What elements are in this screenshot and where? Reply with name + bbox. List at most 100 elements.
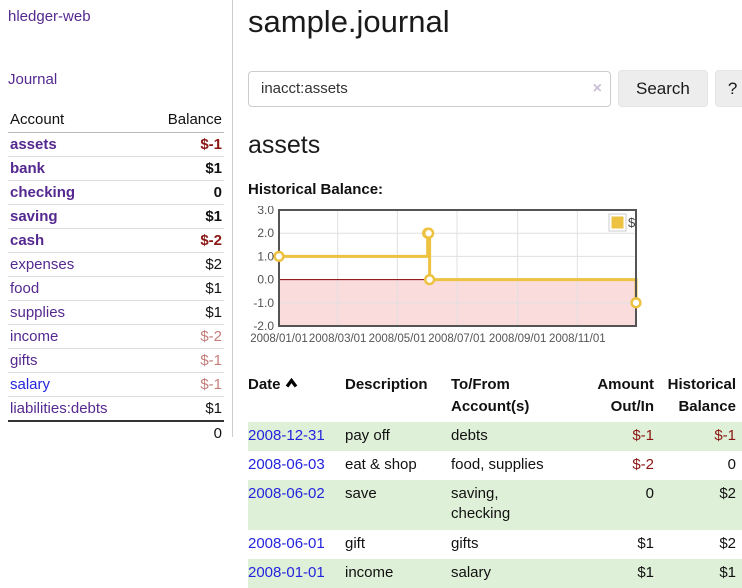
register-row[interactable]: 2008-06-03 eat & shop food, supplies $-2 0: [248, 451, 742, 480]
account-link[interactable]: income: [10, 328, 59, 345]
search-help-button[interactable]: ?: [714, 70, 742, 107]
register-header-accounts: To/From Account(s): [451, 372, 569, 422]
account-row: income $-2: [8, 324, 224, 349]
register-amount: $1: [637, 563, 654, 581]
x-axis-labels: 2008/01/01 2008/03/01 2008/05/01 2008/07/01…: [250, 333, 605, 345]
account-link[interactable]: expenses: [10, 256, 75, 273]
svg-text:0.0: 0.0: [257, 273, 274, 287]
register-date-cell: 2008-06-01: [248, 530, 345, 559]
search-form: × Search ?: [248, 70, 742, 107]
register-balance: $2: [719, 534, 736, 552]
plot-border: [278, 209, 637, 327]
account-name-cell: income: [8, 324, 146, 349]
svg-text:1.0: 1.0: [257, 249, 274, 263]
account-link[interactable]: checking: [10, 184, 76, 201]
account-balance: $1: [145, 156, 224, 181]
sidebar-item-journal[interactable]: Journal: [8, 71, 58, 88]
account-name-cell: expenses: [8, 252, 146, 277]
account-row: liabilities:debts $1: [8, 396, 224, 421]
search-input[interactable]: [248, 70, 611, 107]
account-row: cash $-2: [8, 228, 224, 253]
legend-label: $: [628, 215, 636, 230]
register-header-accounts-line2: Account(s): [451, 397, 530, 415]
search-button[interactable]: Search: [618, 70, 708, 107]
transaction-date-link[interactable]: 2008-06-03: [248, 455, 325, 473]
account-name-cell: checking: [8, 180, 146, 205]
account-link[interactable]: bank: [10, 160, 46, 177]
account-row: checking 0: [8, 180, 224, 205]
register-header-balance-line2: Balance: [678, 397, 736, 415]
account-row: food $1: [8, 276, 224, 301]
register-balance: $-1: [714, 426, 736, 444]
account-link[interactable]: gifts: [10, 352, 38, 369]
account-row: salary $-1: [8, 372, 224, 397]
account-row: supplies $1: [8, 300, 224, 325]
legend-swatch: [611, 216, 624, 229]
register-row[interactable]: 2008-06-02 save saving, checking 0 $2: [248, 480, 742, 530]
register-row[interactable]: 2008-12-31 pay off debts $-1 $-1: [248, 421, 742, 451]
account-link[interactable]: saving: [10, 208, 58, 225]
register-accounts-line: food, supplies: [451, 455, 544, 473]
account-row: expenses $2: [8, 252, 224, 277]
account-name-cell: assets: [8, 133, 145, 157]
account-balance: $2: [145, 252, 224, 277]
register-date-cell: 2008-06-02: [248, 480, 345, 530]
account-balance: $-2: [145, 324, 224, 349]
account-balance: $-1: [145, 372, 224, 397]
svg-text:2008/11/01: 2008/11/01: [549, 333, 606, 345]
sort-ascending-icon: [285, 374, 298, 396]
account-name-cell: salary: [8, 372, 146, 397]
app-title-link[interactable]: hledger-web: [8, 8, 91, 25]
transaction-date-link[interactable]: 2008-06-01: [248, 534, 325, 552]
accounts-header-row: Account Balance: [8, 108, 224, 133]
register-header-amount: Amount Out/In: [569, 372, 654, 422]
account-row: gifts $-1: [8, 348, 224, 373]
register-accounts: debts: [451, 422, 569, 451]
account-balance: $-2: [145, 228, 224, 253]
account-row: bank $1: [8, 156, 224, 181]
data-point-markers: [273, 227, 642, 309]
account-link[interactable]: assets: [10, 136, 57, 153]
register-balance: 0: [727, 455, 736, 473]
account-balance: $1: [145, 396, 224, 421]
svg-text:2008/05/01: 2008/05/01: [369, 333, 427, 345]
register-accounts-line: checking: [451, 505, 511, 523]
transaction-date-link[interactable]: 2008-01-01: [248, 563, 325, 581]
account-balance: $1: [145, 300, 224, 325]
transaction-date-link[interactable]: 2008-12-31: [248, 426, 325, 444]
register-amount: $-1: [632, 426, 654, 444]
register-row[interactable]: 2008-06-01 gift gifts $1 $2: [248, 530, 742, 559]
account-balance: $1: [145, 204, 224, 229]
svg-text:-2.0: -2.0: [253, 319, 274, 333]
account-link[interactable]: liabilities:debts: [10, 400, 108, 417]
register-header-accounts-line1: To/From: [451, 376, 510, 393]
historical-balance-chart[interactable]: $3.0 2.0 1.0 0.0 -1.0 -2.0 2008/01/01 2008/03/0…: [248, 203, 644, 350]
account-row: assets $-1: [8, 133, 224, 157]
account-name-cell: supplies: [8, 300, 146, 325]
account-balance: $1: [145, 276, 224, 301]
register-balance: $1: [719, 563, 736, 581]
svg-text:2008/01/01: 2008/01/01: [250, 333, 308, 345]
register-accounts: salary: [451, 559, 569, 588]
chart-title: Historical Balance:: [248, 181, 384, 198]
register-accounts-line: saving,: [451, 485, 499, 502]
account-balance: 0: [145, 180, 224, 205]
account-name-cell: bank: [8, 156, 146, 181]
transaction-date-link[interactable]: 2008-06-02: [248, 485, 325, 502]
chart-legend: $: [608, 213, 636, 232]
account-balance: $-1: [145, 348, 224, 373]
svg-text:-1.0: -1.0: [253, 296, 274, 310]
accounts-total-row: 0: [8, 420, 224, 445]
account-link[interactable]: cash: [10, 232, 45, 249]
account-link[interactable]: food: [10, 280, 40, 297]
svg-text:2.0: 2.0: [257, 226, 274, 240]
register-description: eat & shop: [345, 455, 417, 473]
accounts-table: Account Balance assets $-1 bank $1 checking 0…: [8, 108, 224, 445]
register-row[interactable]: 2008-01-01 income salary $1 $1: [248, 558, 742, 588]
account-link[interactable]: salary: [10, 376, 51, 393]
register-description: pay off: [345, 426, 390, 444]
clear-search-icon[interactable]: ×: [592, 79, 602, 97]
account-link[interactable]: supplies: [10, 304, 66, 321]
register-header-date[interactable]: Date: [248, 372, 345, 422]
register-header-balance-line1: Historical: [667, 376, 736, 393]
